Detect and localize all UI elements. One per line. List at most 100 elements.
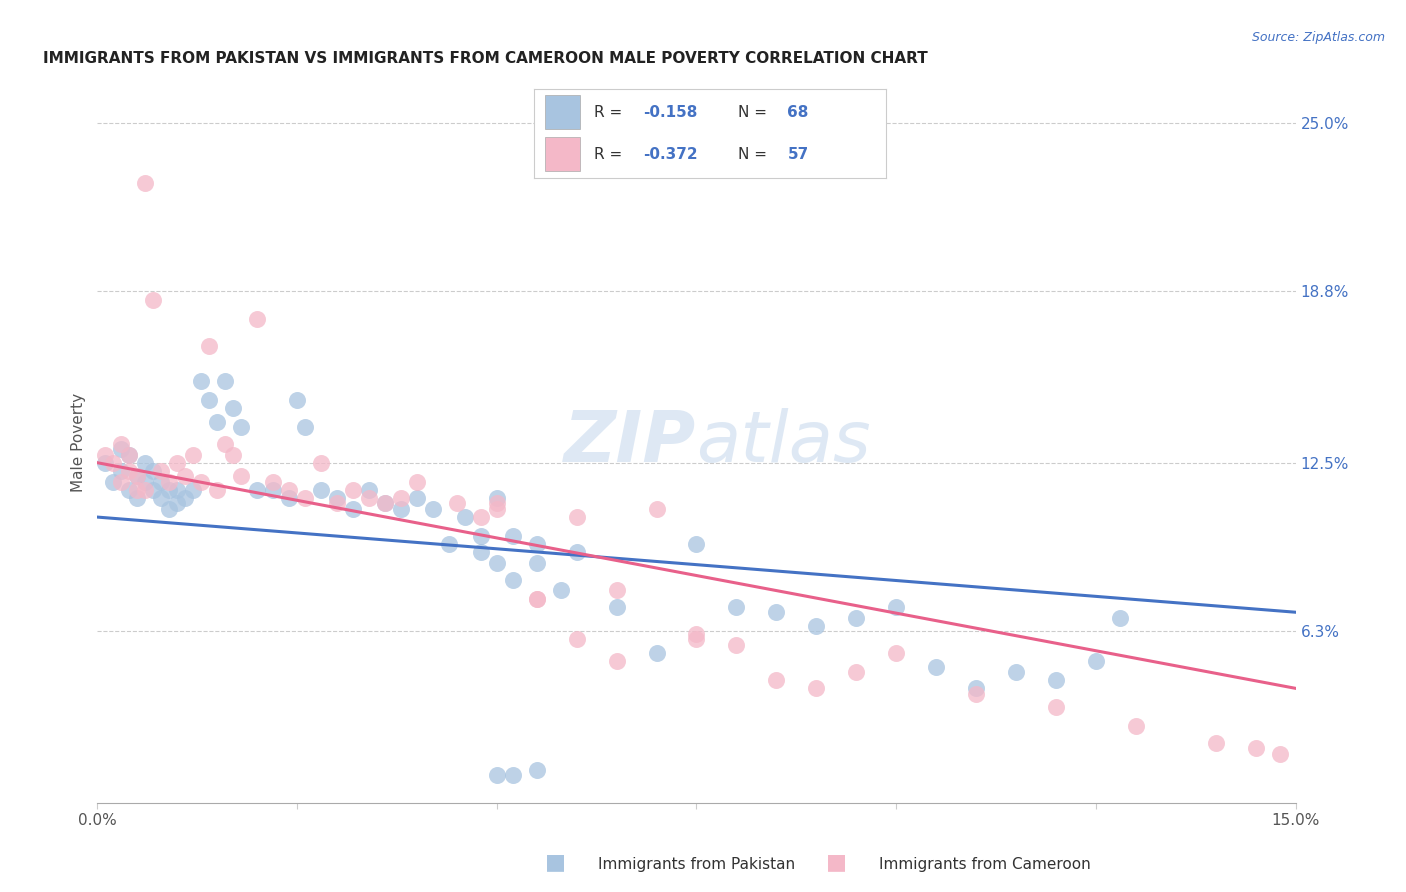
Point xyxy=(181,448,204,462)
Point xyxy=(884,646,907,660)
Point xyxy=(765,605,787,619)
Point xyxy=(470,529,492,543)
Point xyxy=(502,573,524,587)
Point xyxy=(103,475,125,489)
Point xyxy=(285,393,308,408)
Point xyxy=(485,491,508,505)
Point xyxy=(222,401,245,416)
Point xyxy=(1125,719,1147,733)
Point xyxy=(685,627,707,641)
Point xyxy=(181,483,204,497)
Point xyxy=(645,502,668,516)
Point xyxy=(565,545,588,559)
Point xyxy=(309,456,332,470)
Point xyxy=(157,483,180,497)
Text: Immigrants from Pakistan: Immigrants from Pakistan xyxy=(598,857,794,872)
Point xyxy=(502,768,524,782)
Point xyxy=(246,311,269,326)
Text: ZIP: ZIP xyxy=(564,408,696,477)
Text: R =: R = xyxy=(593,105,627,120)
Point xyxy=(606,599,628,614)
Point xyxy=(422,502,444,516)
Point xyxy=(725,599,748,614)
Text: IMMIGRANTS FROM PAKISTAN VS IMMIGRANTS FROM CAMEROON MALE POVERTY CORRELATION CH: IMMIGRANTS FROM PAKISTAN VS IMMIGRANTS F… xyxy=(44,51,928,66)
Point xyxy=(174,469,197,483)
Point xyxy=(606,583,628,598)
Point xyxy=(118,448,141,462)
Point xyxy=(806,619,828,633)
Point xyxy=(214,374,236,388)
Point xyxy=(198,339,221,353)
Point xyxy=(374,496,396,510)
Point xyxy=(278,483,301,497)
Point xyxy=(190,475,212,489)
Point xyxy=(309,483,332,497)
Point xyxy=(127,469,149,483)
Point xyxy=(198,393,221,408)
Point xyxy=(925,659,948,673)
Text: N =: N = xyxy=(738,105,772,120)
Text: atlas: atlas xyxy=(696,408,872,477)
Point xyxy=(342,502,364,516)
Point xyxy=(1244,741,1267,756)
Point xyxy=(1084,654,1107,668)
Point xyxy=(174,491,197,505)
Point xyxy=(142,293,165,307)
Point xyxy=(110,442,132,456)
Point xyxy=(565,632,588,647)
Point xyxy=(446,496,468,510)
Point xyxy=(205,483,228,497)
Point xyxy=(526,591,548,606)
Point xyxy=(262,475,284,489)
Point xyxy=(222,448,245,462)
Point xyxy=(1108,610,1130,624)
Point xyxy=(150,464,173,478)
Point xyxy=(150,491,173,505)
Point xyxy=(389,491,412,505)
Point xyxy=(134,176,156,190)
Point xyxy=(884,599,907,614)
Point xyxy=(134,475,156,489)
Text: -0.158: -0.158 xyxy=(644,105,697,120)
Text: 57: 57 xyxy=(787,147,808,161)
Point xyxy=(294,491,316,505)
Point xyxy=(150,475,173,489)
Point xyxy=(294,420,316,434)
Point xyxy=(565,510,588,524)
Text: 68: 68 xyxy=(787,105,808,120)
Point xyxy=(374,496,396,510)
Point xyxy=(110,475,132,489)
Point xyxy=(110,464,132,478)
Point xyxy=(1205,736,1227,750)
Point xyxy=(166,496,188,510)
Point xyxy=(94,448,117,462)
Point xyxy=(110,436,132,450)
Point xyxy=(342,483,364,497)
Point xyxy=(845,665,868,679)
Point xyxy=(454,510,477,524)
Point xyxy=(406,491,429,505)
Point xyxy=(118,464,141,478)
Point xyxy=(205,415,228,429)
Bar xyxy=(544,137,579,171)
Point xyxy=(157,502,180,516)
Point xyxy=(685,537,707,551)
Point xyxy=(326,491,349,505)
Text: Immigrants from Cameroon: Immigrants from Cameroon xyxy=(879,857,1091,872)
Point xyxy=(765,673,787,688)
Point xyxy=(470,545,492,559)
Point xyxy=(502,529,524,543)
Point xyxy=(134,456,156,470)
Point xyxy=(485,768,508,782)
Point xyxy=(470,510,492,524)
Point xyxy=(231,420,253,434)
Bar xyxy=(544,95,579,129)
Point xyxy=(190,374,212,388)
Point xyxy=(437,537,460,551)
Text: -0.372: -0.372 xyxy=(644,147,697,161)
Point xyxy=(127,491,149,505)
Point xyxy=(166,483,188,497)
Point xyxy=(406,475,429,489)
Point xyxy=(262,483,284,497)
Point xyxy=(166,456,188,470)
